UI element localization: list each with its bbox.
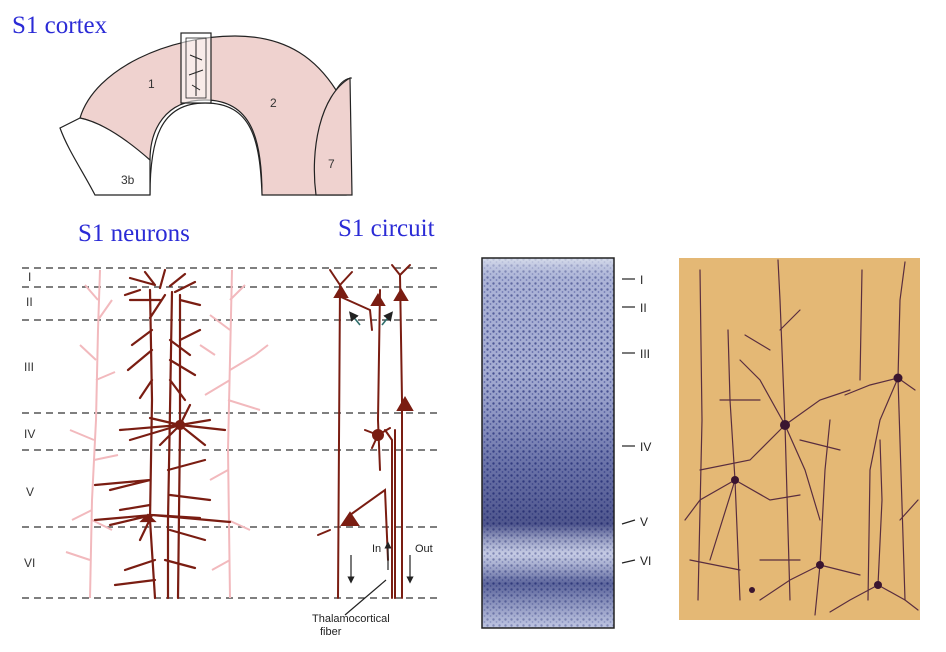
area-7-label: 7 xyxy=(328,157,335,171)
nissl-stain-image xyxy=(481,257,615,629)
histology-label-v: V xyxy=(640,515,648,529)
cortex-gyrus-diagram: 1 2 3b 7 xyxy=(59,32,353,196)
area-2-label: 2 xyxy=(270,96,277,110)
histology-layer-labels: I II III IV V VI xyxy=(621,273,651,568)
circuit-diagram xyxy=(317,264,414,599)
layer-label-iv: IV xyxy=(24,427,35,441)
layer-label-i: I xyxy=(28,270,31,284)
circuit-arrows xyxy=(349,311,393,326)
golgi-stain-image xyxy=(679,258,920,620)
in-out-arrows xyxy=(344,541,414,616)
layer-label-vi: VI xyxy=(24,556,35,570)
layer-label-iii: III xyxy=(24,360,34,374)
circuit-title: S1 circuit xyxy=(338,215,435,242)
histology-label-i: I xyxy=(640,273,643,287)
layer-labels: I II III IV V VI xyxy=(24,270,35,570)
pyramidal-neurons xyxy=(93,268,232,600)
circuit-out-label: Out xyxy=(415,543,433,555)
neurons-title: S1 neurons xyxy=(78,220,190,247)
area-1-label: 1 xyxy=(148,77,155,91)
faint-neurons xyxy=(65,269,269,599)
histology-label-iii: III xyxy=(640,347,650,361)
cortex-title: S1 cortex xyxy=(12,12,108,39)
histology-label-vi: VI xyxy=(640,554,651,568)
circuit-in-label: In xyxy=(372,543,381,555)
histology-label-iv: IV xyxy=(640,440,651,454)
histology-label-ii: II xyxy=(640,301,647,315)
thalamocortical-fiber-label: Thalamocortical fiber xyxy=(312,613,393,638)
layer-label-v: V xyxy=(26,485,34,499)
fiber-line-1: Thalamocortical xyxy=(312,613,390,625)
layer-label-ii: II xyxy=(26,295,33,309)
fiber-line-2: fiber xyxy=(320,626,342,638)
area-3b-label: 3b xyxy=(121,173,135,187)
